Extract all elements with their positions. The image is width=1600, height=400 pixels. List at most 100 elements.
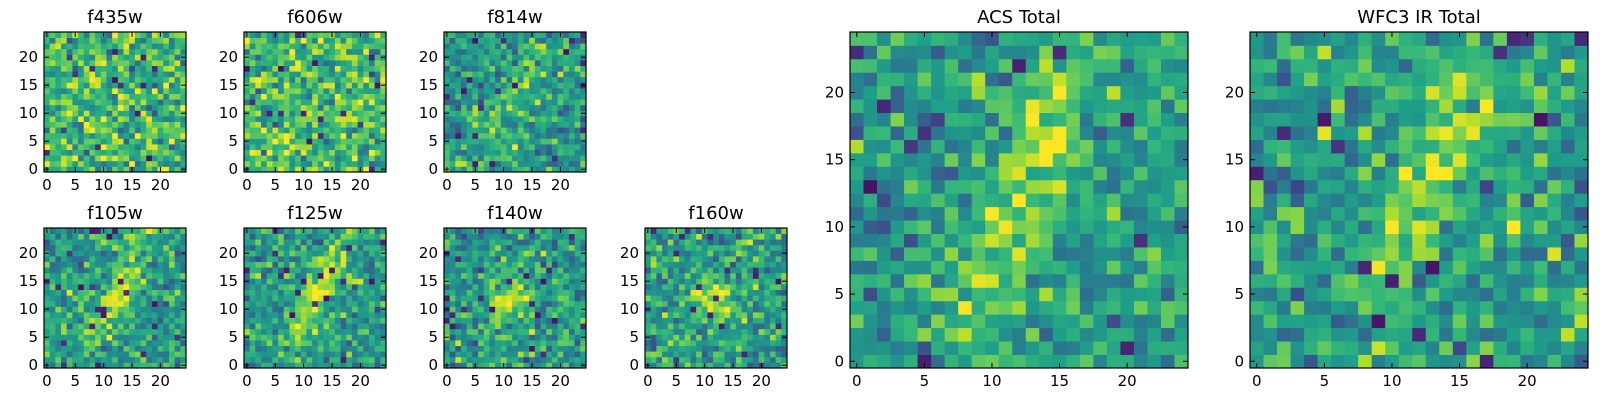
- heatmap-cell: [151, 267, 158, 274]
- heatmap-cell: [323, 362, 330, 369]
- heatmap-cell: [174, 54, 181, 61]
- heatmap-cell: [478, 104, 485, 111]
- heatmap-cell: [334, 65, 341, 72]
- heatmap-cell: [523, 60, 530, 66]
- heatmap-cell: [551, 267, 558, 274]
- heatmap-cell: [140, 54, 147, 61]
- heatmap-cell: [529, 132, 536, 139]
- heatmap-cell: [466, 323, 473, 330]
- heatmap-cell: [574, 256, 581, 262]
- heatmap-cell: [66, 317, 73, 324]
- heatmap-cell: [662, 362, 669, 369]
- heatmap-cell: [289, 32, 296, 38]
- heatmap-cell: [495, 340, 502, 346]
- heatmap-cell: [701, 306, 708, 313]
- heatmap-cell: [461, 272, 468, 279]
- heatmap-cell: [140, 306, 147, 313]
- heatmap-cell: [249, 278, 256, 285]
- heatmap-cell: [261, 60, 268, 66]
- heatmap-cell: [489, 37, 496, 44]
- heatmap-cell: [55, 328, 62, 335]
- heatmap-cell: [500, 334, 507, 341]
- heatmap-cell: [295, 233, 302, 240]
- heatmap-cell: [146, 256, 153, 262]
- heatmap-cell: [180, 32, 187, 38]
- heatmap-cell: [83, 317, 90, 324]
- heatmap-cell: [317, 317, 324, 324]
- heatmap-cell: [346, 144, 353, 150]
- heatmap-cell: [66, 340, 73, 346]
- heatmap-cell: [684, 306, 691, 313]
- heatmap-cell: [174, 272, 181, 279]
- heatmap-cell: [580, 233, 587, 240]
- heatmap-cell: [168, 267, 176, 274]
- heatmap-cell: [106, 65, 113, 72]
- heatmap-cell: [380, 261, 387, 268]
- heatmap-cell: [340, 160, 347, 167]
- heatmap-cell: [931, 273, 946, 288]
- heatmap-cell: [317, 144, 324, 150]
- heatmap-cell: [289, 317, 296, 324]
- heatmap-cell: [529, 356, 536, 363]
- heatmap-cell: [563, 60, 570, 66]
- heatmap-cell: [261, 351, 268, 358]
- heatmap-cell: [931, 220, 946, 234]
- heatmap-cell: [781, 272, 788, 279]
- heatmap-cell: [472, 127, 479, 134]
- heatmap-cell: [455, 267, 462, 274]
- heatmap-cell: [863, 206, 878, 221]
- heatmap-cell: [662, 233, 669, 240]
- heatmap-cell: [329, 54, 336, 61]
- heatmap-cell: [261, 116, 268, 122]
- heatmap-cell: [775, 306, 782, 313]
- heatmap-cell: [323, 99, 330, 106]
- heatmap-cell: [340, 37, 347, 44]
- heatmap-cell: [747, 356, 754, 363]
- heatmap-cell: [255, 289, 262, 296]
- heatmap-cell: [500, 110, 507, 117]
- heatmap-cell: [89, 239, 96, 246]
- heatmap-cell: [123, 317, 130, 324]
- heatmap-cell: [346, 132, 353, 139]
- heatmap-cell: [100, 306, 107, 313]
- heatmap-cell: [673, 345, 680, 352]
- heatmap-cell: [540, 244, 547, 251]
- heatmap-cell: [363, 37, 370, 44]
- heatmap-cell: [329, 323, 336, 330]
- heatmap-cell: [724, 261, 731, 268]
- heatmap-cell: [495, 278, 502, 285]
- heatmap-cell: [55, 160, 62, 167]
- heatmap-cell: [295, 166, 302, 173]
- heatmap-cell: [374, 127, 381, 134]
- heatmap-cell: [244, 284, 251, 290]
- heatmap-cell: [650, 250, 657, 257]
- heatmap-cell: [380, 88, 387, 94]
- heatmap-cell: [735, 244, 742, 251]
- heatmap-cell: [850, 193, 864, 208]
- heatmap-cell: [546, 93, 553, 100]
- heatmap-cell: [958, 327, 973, 342]
- heatmap-cell: [1133, 220, 1148, 234]
- heatmap-cell: [506, 278, 513, 285]
- heatmap-cell: [261, 356, 268, 363]
- heatmap-cell: [455, 127, 462, 134]
- heatmap-cell: [850, 273, 864, 288]
- heatmap-cell: [174, 228, 181, 234]
- heatmap-cell: [289, 116, 296, 122]
- heatmap-cell: [346, 32, 353, 38]
- heatmap-cell: [1106, 206, 1121, 221]
- heatmap-cell: [61, 93, 68, 100]
- heatmap-cell: [249, 76, 256, 83]
- heatmap-cell: [645, 328, 652, 335]
- heatmap-cell: [72, 239, 79, 246]
- heatmap-cell: [317, 93, 324, 100]
- heatmap-cell: [998, 354, 1013, 369]
- heatmap-cell: [1025, 206, 1040, 221]
- heatmap-cell: [289, 233, 296, 240]
- heatmap-cell: [100, 116, 107, 122]
- heatmap-cell: [580, 256, 587, 262]
- heatmap-cell: [49, 295, 56, 302]
- heatmap-cell: [551, 261, 558, 268]
- heatmap-cell: [295, 93, 302, 100]
- heatmap-cell: [146, 166, 153, 173]
